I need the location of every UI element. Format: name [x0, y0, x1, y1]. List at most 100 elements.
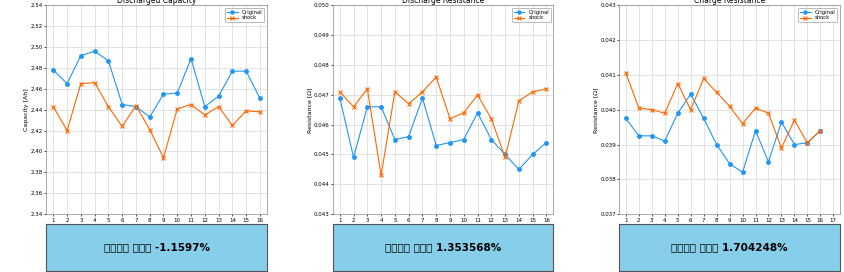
Original: [685, 92, 695, 96]
shock: [117, 125, 127, 128]
shock: [486, 117, 496, 120]
Original: [750, 129, 760, 132]
Legend: Original, shock: Original, shock: [225, 8, 264, 22]
shock: [514, 99, 524, 103]
shock: [349, 105, 359, 109]
Original: [48, 69, 58, 72]
Original: [711, 143, 722, 146]
shock: [500, 156, 510, 159]
Original: [764, 160, 774, 163]
Original: [362, 105, 372, 109]
Original: [445, 141, 455, 144]
X-axis label: Cell Number [1-16]: Cell Number [1-16]: [127, 224, 187, 229]
Line: Original: Original: [625, 92, 822, 174]
shock: [214, 105, 224, 108]
Original: [500, 153, 510, 156]
Original: [144, 115, 154, 119]
Original: [418, 96, 428, 100]
shock: [458, 111, 468, 114]
Legend: Original, shock: Original, shock: [798, 8, 837, 22]
X-axis label: Cell Number [1-16]: Cell Number [1-16]: [700, 224, 760, 229]
shock: [541, 87, 551, 91]
Original: [541, 141, 551, 144]
shock: [724, 105, 734, 108]
shock: [803, 141, 813, 144]
Original: [214, 95, 224, 98]
Title: Discharge Resistance: Discharge Resistance: [402, 0, 484, 5]
Original: [431, 144, 441, 147]
shock: [445, 117, 455, 120]
shock: [241, 109, 252, 112]
shock: [621, 72, 631, 75]
Original: [62, 82, 72, 85]
shock: [528, 90, 538, 94]
shock: [159, 156, 169, 159]
Original: [103, 59, 113, 62]
shock: [172, 107, 182, 110]
shock: [660, 112, 670, 115]
Text: 방전용량 변화율 -1.1597%: 방전용량 변화율 -1.1597%: [104, 242, 209, 252]
Original: [699, 117, 709, 120]
Original: [789, 143, 799, 146]
Original: [241, 70, 252, 73]
Original: [76, 54, 86, 57]
shock: [431, 75, 441, 79]
Original: [528, 153, 538, 156]
Original: [473, 111, 483, 114]
shock: [227, 124, 237, 127]
Line: Original: Original: [51, 50, 262, 119]
shock: [711, 91, 722, 94]
shock: [376, 174, 387, 177]
Original: [403, 135, 414, 138]
shock: [738, 122, 748, 125]
shock: [362, 87, 372, 91]
Original: [186, 57, 196, 60]
shock: [76, 82, 86, 85]
shock: [131, 104, 141, 107]
Line: shock: shock: [51, 81, 262, 160]
Original: [376, 105, 387, 109]
shock: [685, 108, 695, 112]
shock: [673, 82, 683, 85]
shock: [200, 113, 210, 117]
shock: [255, 110, 265, 113]
X-axis label: Cell Number [1-16]: Cell Number [1-16]: [414, 224, 473, 229]
Original: [89, 50, 100, 53]
Text: 방전저항 변화율 1.353568%: 방전저항 변화율 1.353568%: [385, 242, 501, 252]
Title: Charge Resistance: Charge Resistance: [694, 0, 766, 5]
Text: 충전저항 변화율 1.704248%: 충전저항 변화율 1.704248%: [671, 242, 788, 252]
Y-axis label: Capacity [Ah]: Capacity [Ah]: [24, 88, 30, 131]
Original: [738, 171, 748, 174]
Legend: Original, shock: Original, shock: [512, 8, 550, 22]
Original: [200, 105, 210, 108]
shock: [789, 119, 799, 122]
Original: [776, 120, 787, 123]
Original: [514, 168, 524, 171]
shock: [48, 105, 58, 108]
Original: [815, 129, 825, 132]
Original: [172, 91, 182, 95]
shock: [62, 129, 72, 132]
Original: [458, 138, 468, 141]
shock: [647, 108, 657, 112]
Original: [390, 138, 400, 141]
Original: [634, 134, 644, 137]
shock: [418, 90, 428, 94]
Original: [335, 96, 345, 100]
shock: [186, 103, 196, 106]
shock: [390, 90, 400, 94]
shock: [144, 128, 154, 131]
Line: Original: Original: [338, 96, 548, 171]
Y-axis label: Resistance [Ω]: Resistance [Ω]: [594, 87, 598, 132]
Original: [724, 162, 734, 165]
Original: [227, 70, 237, 73]
Original: [117, 103, 127, 106]
Original: [255, 97, 265, 100]
shock: [764, 112, 774, 115]
Title: Discharged Capacity: Discharged Capacity: [117, 0, 197, 5]
shock: [634, 106, 644, 110]
shock: [473, 93, 483, 97]
Original: [159, 92, 169, 96]
Original: [803, 141, 813, 144]
Original: [673, 112, 683, 115]
